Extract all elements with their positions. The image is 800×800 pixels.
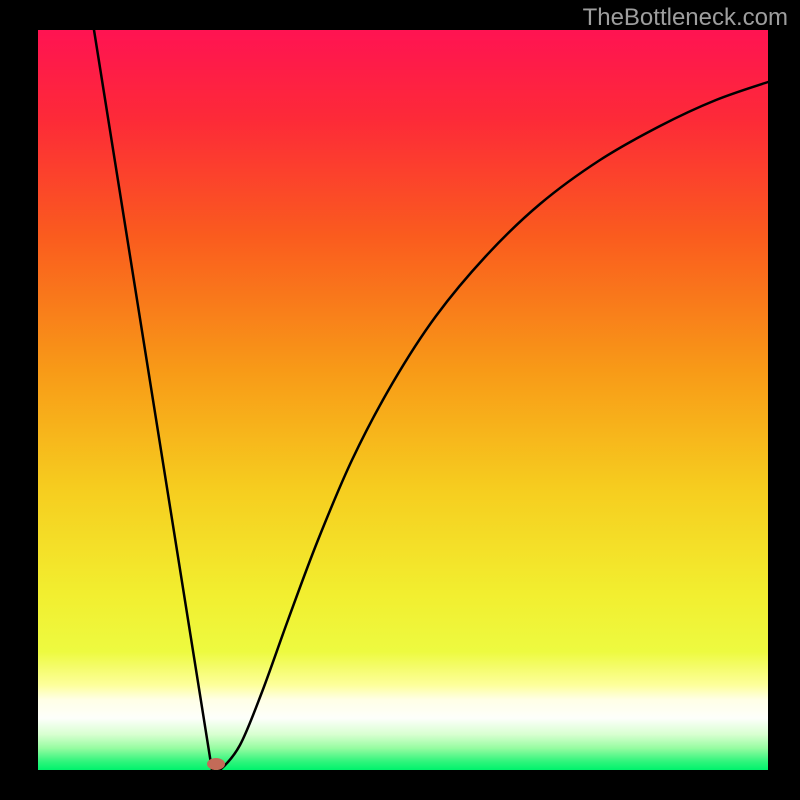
optimal-point-marker (207, 758, 225, 770)
watermark-text: TheBottleneck.com (583, 4, 788, 32)
chart-overlay-svg (0, 0, 800, 800)
performance-curve (94, 30, 768, 772)
chart-canvas: TheBottleneck.com (0, 0, 800, 800)
